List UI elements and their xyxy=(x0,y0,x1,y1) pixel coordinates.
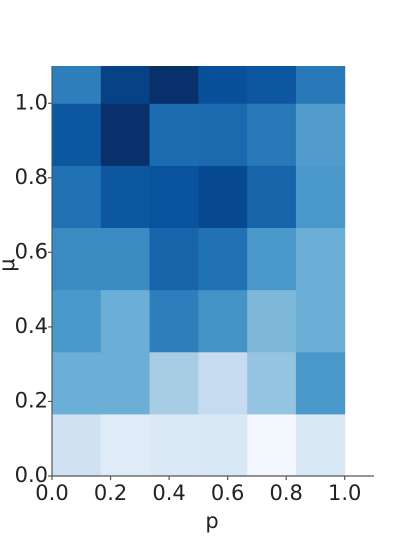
heatmap-cell xyxy=(100,165,151,229)
heatmap-cell xyxy=(52,66,102,104)
heatmap-cell xyxy=(198,413,248,476)
x-tick-label: 1.0 xyxy=(328,481,361,505)
heatmap-cell xyxy=(198,351,248,415)
heatmap-cell xyxy=(149,351,199,415)
heatmap-cell xyxy=(198,66,248,104)
x-axis-label: p xyxy=(205,509,218,533)
heatmap-cell xyxy=(198,227,248,291)
heatmap-cell xyxy=(198,103,248,166)
heatmap-cell xyxy=(247,289,297,353)
y-tick-label: 1.0 xyxy=(15,90,48,114)
y-tick-label: 0.4 xyxy=(15,314,48,338)
heatmap-cell xyxy=(247,165,297,229)
heatmap-cell xyxy=(247,66,297,104)
heatmap-cell xyxy=(149,413,199,476)
heatmap-cell xyxy=(247,103,297,166)
heatmap-cell xyxy=(247,227,297,291)
x-tick-label: 0.4 xyxy=(152,481,185,505)
heatmap-cell xyxy=(52,227,102,291)
heatmap-cell xyxy=(295,227,346,291)
y-tick-label: 0.0 xyxy=(15,463,48,487)
x-tick-label: 0.0 xyxy=(35,481,68,505)
y-tick-label: 0.2 xyxy=(15,388,48,412)
heatmap-cell xyxy=(100,351,151,415)
x-tick-label: 0.8 xyxy=(269,481,302,505)
y-tick-label: 0.6 xyxy=(15,239,48,263)
heatmap-cell xyxy=(100,289,151,353)
heatmap-cell xyxy=(52,351,102,415)
heatmap-cell xyxy=(100,227,151,291)
x-tick-label: 0.2 xyxy=(94,481,127,505)
heatmap-cell xyxy=(149,103,199,166)
heatmap-cell xyxy=(52,165,102,229)
heatmap-cell xyxy=(295,351,346,415)
heatmap-cell xyxy=(247,351,297,415)
y-tick-label: 0.8 xyxy=(15,165,48,189)
heatmap-cell xyxy=(295,66,346,104)
heatmap-cell xyxy=(247,413,297,476)
heatmap-cell xyxy=(198,289,248,353)
heatmap-cell xyxy=(295,289,346,353)
heatmap-cell xyxy=(52,103,102,166)
heatmap-cell xyxy=(100,413,151,476)
heatmap-cell xyxy=(52,413,102,476)
heatmap-cell xyxy=(295,103,346,166)
heatmap-cell xyxy=(295,165,346,229)
heatmap-cell xyxy=(149,66,199,104)
heatmap-cell xyxy=(149,165,199,229)
heatmap-cell xyxy=(198,165,248,229)
heatmap-cell xyxy=(100,103,151,166)
heatmap-cell xyxy=(149,227,199,291)
heatmap-cell xyxy=(100,66,151,104)
heatmap-cell xyxy=(149,289,199,353)
heatmap-cell xyxy=(52,289,102,353)
x-tick-label: 0.6 xyxy=(211,481,244,505)
heatmap-cell xyxy=(295,413,346,476)
y-axis-label: μ xyxy=(0,258,19,271)
heatmap xyxy=(52,66,346,476)
